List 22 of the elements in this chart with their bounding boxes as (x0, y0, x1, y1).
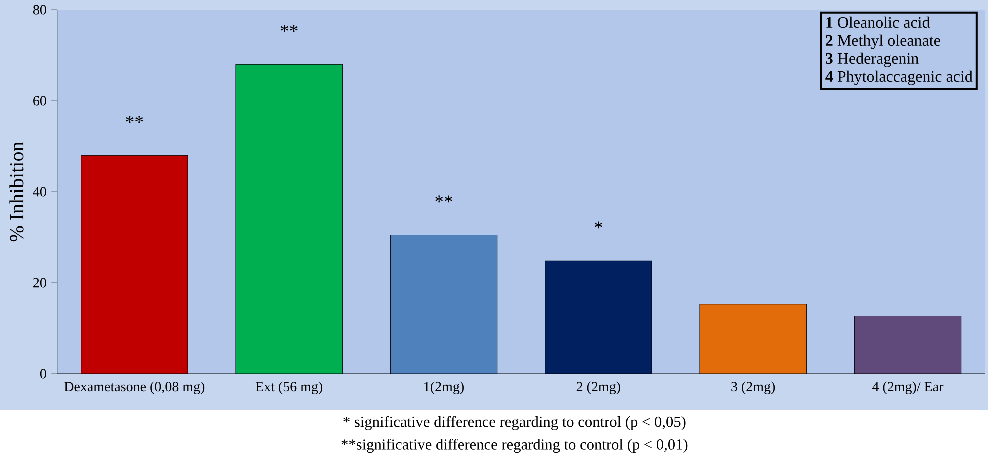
x-tick-label: Ext (56 mg) (256, 382, 323, 394)
x-tick-label: 1(2mg) (424, 382, 464, 394)
annotation: 1 Oleanolic acid (826, 16, 930, 28)
y-tick-label: 60 (34, 96, 46, 106)
x-tick-label: Dexametasone (0,08 mg) (64, 382, 205, 394)
annotation: 3 Hederagenin (826, 52, 919, 68)
y-tick-label: 40 (33, 187, 46, 197)
annotation: ** (280, 25, 298, 32)
x-tick-label: 3 (2mg) (732, 382, 776, 394)
y-tick-label: 80 (33, 5, 46, 15)
annotation: 4 Phytolaccagenic acid (826, 70, 973, 86)
annotation: * (594, 222, 602, 229)
y-tick-label: 0 (40, 369, 46, 379)
text: **significative difference regarding to control (p < 0,01) (342, 438, 688, 454)
x-tick-label: 2 (2mg) (576, 382, 620, 394)
y-tick-label: 20 (34, 278, 46, 288)
annotation: ** (436, 196, 452, 203)
text: * significative difference regarding to control (p < 0,05) (344, 416, 686, 430)
annotation: 2 Methyl oleanate (826, 34, 940, 50)
x-tick-label: 4 (2mg)/ Ear (872, 382, 944, 394)
annotation: ** (126, 116, 144, 124)
y-axis-title: % Inhibition (10, 142, 24, 242)
